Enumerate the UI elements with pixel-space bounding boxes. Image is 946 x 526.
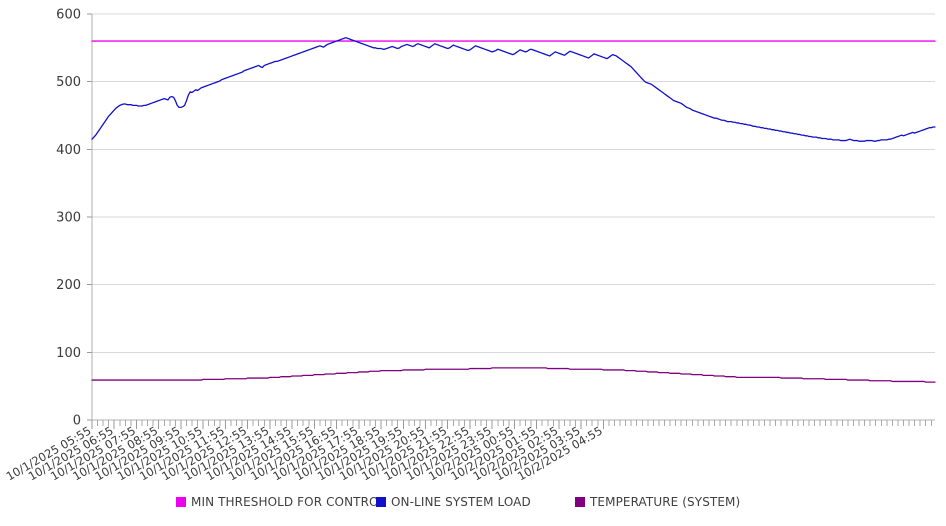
y-tick-label: 600: [56, 8, 81, 23]
legend-label-1[interactable]: MIN THRESHOLD FOR CONTROL: [191, 495, 386, 509]
series-line-2: [91, 37, 936, 142]
series-line-3: [91, 367, 936, 383]
y-tick-label: 100: [56, 346, 81, 361]
y-tick-label: 500: [56, 75, 81, 90]
y-tick-label: 300: [56, 211, 81, 226]
legend-label-3[interactable]: TEMPERATURE (SYSTEM): [589, 495, 740, 509]
y-tick-label: 400: [56, 143, 81, 158]
legend-swatch-2: [376, 497, 386, 507]
y-axis-group: 0 100 200 300 400 500 600: [56, 8, 93, 429]
legend-swatch-1: [176, 497, 186, 507]
legend: MIN THRESHOLD FOR CONTROL ON-LINE SYSTEM …: [176, 495, 740, 509]
series-group: [91, 37, 936, 383]
legend-label-2[interactable]: ON-LINE SYSTEM LOAD: [391, 495, 531, 509]
y-tick-label: 0: [73, 414, 81, 429]
legend-swatch-3: [575, 497, 585, 507]
x-axis-group: [91, 419, 935, 429]
gridlines-group: [92, 13, 935, 421]
y-tick-label: 200: [56, 278, 81, 293]
